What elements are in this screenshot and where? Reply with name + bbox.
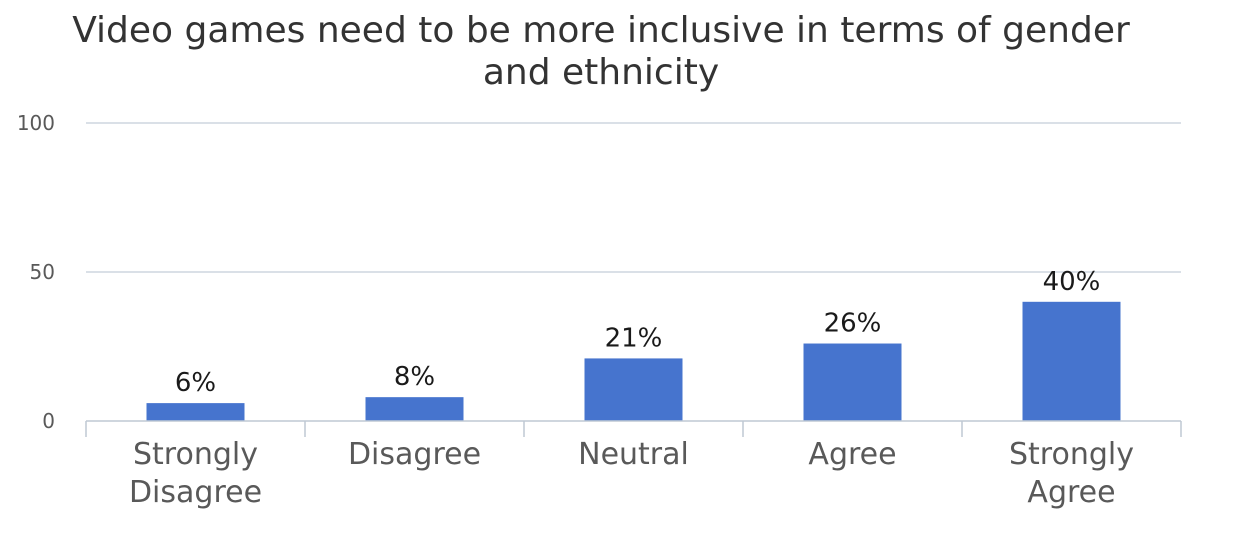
x-category-label: Strongly xyxy=(133,437,258,472)
y-tick-label-50: 50 xyxy=(30,260,55,284)
y-axis-tick-labels: 0 50 100 xyxy=(17,111,55,433)
x-axis xyxy=(85,420,1182,437)
chart-title-line-1: Video games need to be more inclusive in… xyxy=(72,10,1130,51)
data-label-1: 8% xyxy=(394,362,435,392)
chart-title-line-2: and ethnicity xyxy=(483,52,719,93)
data-label-2: 21% xyxy=(605,323,663,353)
x-category-label: Strongly xyxy=(1009,437,1134,472)
x-category-label: Agree xyxy=(1027,475,1115,510)
x-category-label: Disagree xyxy=(348,437,481,472)
data-label-0: 6% xyxy=(175,368,216,398)
bars xyxy=(146,301,1121,421)
y-tick-label-100: 100 xyxy=(17,111,55,135)
bar-3 xyxy=(803,343,902,421)
y-tick-label-0: 0 xyxy=(42,409,55,433)
bar-0 xyxy=(146,403,245,421)
gridlines xyxy=(86,122,1181,273)
bar-2 xyxy=(584,358,683,421)
x-category-label: Agree xyxy=(808,437,896,472)
chart-title: Video games need to be more inclusive in… xyxy=(72,10,1130,93)
bar-4 xyxy=(1022,301,1121,421)
x-category-label: Neutral xyxy=(578,437,689,472)
data-labels: 6% 8% 21% 26% 40% xyxy=(175,267,1101,398)
bar-1 xyxy=(365,397,464,421)
data-label-4: 40% xyxy=(1043,267,1101,297)
x-category-label: Disagree xyxy=(129,475,262,510)
data-label-3: 26% xyxy=(824,309,882,339)
